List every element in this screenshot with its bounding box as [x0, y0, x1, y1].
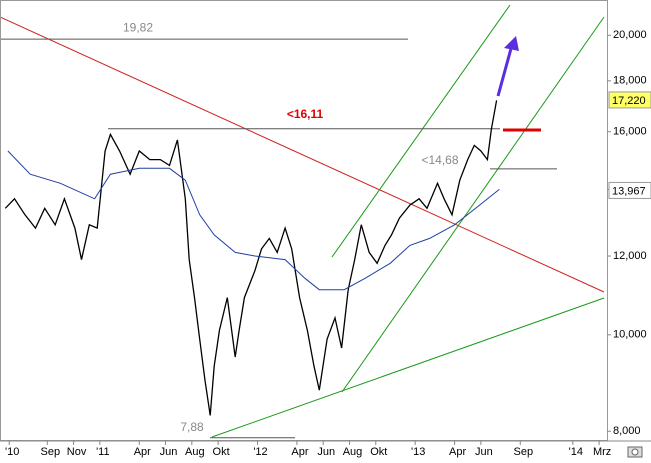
y-tick-label: 10,000 — [613, 329, 647, 341]
y-tick-label: 20,000 — [613, 29, 647, 41]
level-label: <16,11 — [287, 107, 324, 121]
x-tick-label: '13 — [411, 446, 425, 458]
y-tick-label: 8,000 — [613, 425, 641, 437]
x-tick-label: '12 — [253, 446, 267, 458]
x-tick-label: Jun — [317, 446, 335, 458]
x-tick-label: Jun — [475, 446, 493, 458]
x-tick-label: Okt — [370, 446, 387, 458]
x-tick-label: Nov — [67, 446, 87, 458]
x-tick-label: '11 — [96, 446, 110, 458]
price-tag-box — [608, 91, 651, 109]
y-tick-label: 16,000 — [613, 126, 647, 138]
icon-lens — [631, 448, 639, 456]
x-tick-label: Apr — [449, 446, 466, 458]
x-tick-label: Aug — [185, 446, 205, 458]
resistance-line — [0, 16, 605, 293]
x-tick-label: Apr — [134, 446, 151, 458]
x-tick-label: Okt — [213, 446, 230, 458]
camera-icon — [627, 446, 643, 458]
level-label: <14,68 — [421, 153, 458, 167]
x-tick-label: Sep — [41, 446, 61, 458]
series-line — [7, 150, 500, 291]
x-tick-label: '14 — [569, 446, 583, 458]
channel-lower — [341, 16, 605, 393]
x-tick-label: Apr — [291, 446, 308, 458]
x-tick-label: '10 — [5, 446, 19, 458]
level-label: 7,88 — [180, 420, 204, 434]
series-line — [4, 100, 498, 416]
x-tick-label: Jun — [160, 446, 178, 458]
price-tag-label: 17,220 — [612, 95, 646, 107]
x-tick-label: Aug — [343, 446, 363, 458]
x-tick-label: Mrz — [593, 446, 611, 458]
arrow-head — [504, 36, 519, 51]
level-label: 19,82 — [123, 20, 153, 34]
y-tick-label: 12,000 — [613, 250, 647, 262]
channel-upper — [331, 4, 511, 258]
price-tag-box — [608, 181, 651, 199]
x-tick-label: Sep — [513, 446, 533, 458]
trend-lines — [0, 4, 605, 439]
y-tick-label: 18,000 — [613, 75, 647, 87]
support-line — [211, 297, 605, 438]
arrow-shaft — [496, 44, 514, 97]
price-tag-label: 13,967 — [612, 185, 646, 197]
